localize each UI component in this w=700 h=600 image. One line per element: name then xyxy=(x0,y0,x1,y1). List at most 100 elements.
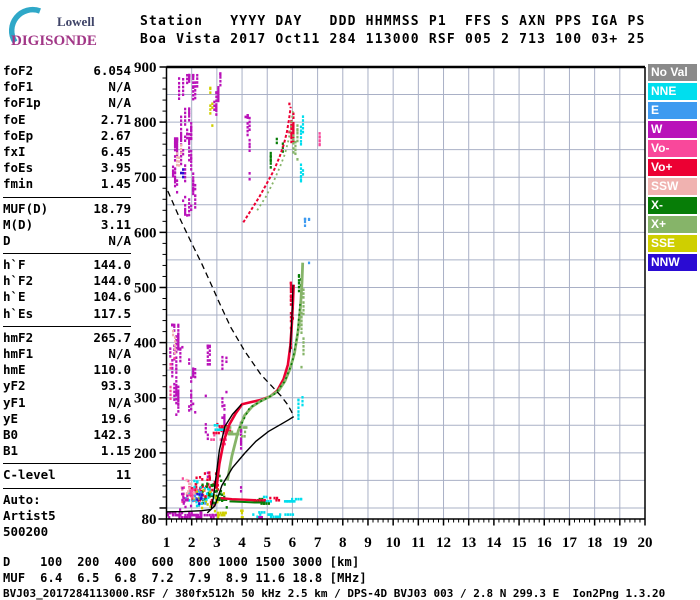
y-axis-label-600: 600 xyxy=(134,225,157,241)
param-row: foE 2.71 xyxy=(3,112,131,128)
param-row: D N/A xyxy=(3,233,131,249)
param-value: N/A xyxy=(108,232,131,248)
param-row: B1 1.15 xyxy=(3,443,131,459)
param-label: yF2 xyxy=(3,378,26,394)
param-value: 11 xyxy=(115,467,131,483)
param-label: yF1 xyxy=(3,394,26,410)
param-value: 3.95 xyxy=(100,160,131,176)
x-axis-label-1: 1 xyxy=(163,535,171,551)
header-line1: Station YYYY DAY DDD HHMMSS P1 FFS S AXN… xyxy=(140,14,646,29)
param-value: 144.0 xyxy=(93,257,131,273)
param-row: foEs 3.95 xyxy=(3,160,131,176)
param-label: C-level xyxy=(3,467,56,483)
legend-item-nnw: NNW xyxy=(648,254,697,271)
param-row: yF2 93.3 xyxy=(3,378,131,394)
param-row: hmE 110.0 xyxy=(3,362,131,378)
x-axis-label-20: 20 xyxy=(638,535,653,551)
param-row: foEp 2.67 xyxy=(3,128,131,144)
x-axis-label-3: 3 xyxy=(213,535,221,551)
param-row: Artist5 xyxy=(3,508,131,524)
param-label: hmE xyxy=(3,362,26,378)
param-row: B0 142.3 xyxy=(3,427,131,443)
param-row: h`F 144.0 xyxy=(3,257,131,273)
echo-scatter xyxy=(166,72,321,519)
param-label: fmin xyxy=(3,176,34,192)
param-value: 1.15 xyxy=(100,443,131,459)
param-row: yE 19.6 xyxy=(3,411,131,427)
legend-item-ssw: SSW xyxy=(648,178,697,195)
param-label: M(D) xyxy=(3,216,34,232)
param-label: B1 xyxy=(3,443,19,459)
series-second-hop-f-x xyxy=(256,110,294,211)
legend-item-w: W xyxy=(648,121,697,138)
param-row: hmF2 265.7 xyxy=(3,330,131,346)
param-section: C-level 11 xyxy=(3,463,131,485)
param-label: MUF(D) xyxy=(3,200,49,216)
legend-item-no-val: No Val xyxy=(648,64,697,81)
legend: No Val NNE E W Vo- Vo+ SSW X- X+ SSE NNW xyxy=(648,64,698,273)
param-label: B0 xyxy=(3,426,19,442)
param-value: 104.6 xyxy=(93,289,131,305)
param-row: h`Es 117.5 xyxy=(3,306,131,322)
param-value: N/A xyxy=(108,95,131,111)
param-value: 2.71 xyxy=(100,111,131,127)
legend-item-x-: X- xyxy=(648,197,697,214)
legend-item-vo-: Vo- xyxy=(648,140,697,157)
x-axis-label-8: 8 xyxy=(339,535,347,551)
x-axis-label-19: 19 xyxy=(612,535,627,551)
series-es-trace-x xyxy=(229,500,266,504)
x-axis-label-6: 6 xyxy=(289,535,297,551)
param-section: h`F 144.0 h`F2 144.0 h`E 104.6 h`Es 117.5 xyxy=(3,253,131,324)
x-axis-label-16: 16 xyxy=(537,535,553,551)
y-axis-label-80: 80 xyxy=(142,512,157,528)
x-axis-label-5: 5 xyxy=(263,535,271,551)
legend-item-vo+: Vo+ xyxy=(648,159,697,176)
param-row: h`F2 144.0 xyxy=(3,273,131,289)
legend-item-sse: SSE xyxy=(648,235,697,252)
x-axis-label-14: 14 xyxy=(486,535,502,551)
legend-item-x+: X+ xyxy=(648,216,697,233)
param-label: h`E xyxy=(3,289,26,305)
param-label: yE xyxy=(3,410,19,426)
y-axis-label-500: 500 xyxy=(134,280,157,296)
param-label: h`F2 xyxy=(3,273,34,289)
y-axis-label-200: 200 xyxy=(134,446,157,462)
x-axis-label-15: 15 xyxy=(512,535,527,551)
param-label: foF2 xyxy=(3,63,34,78)
param-value: 117.5 xyxy=(93,305,131,321)
param-row: C-level 11 xyxy=(3,467,131,483)
param-value: 2.67 xyxy=(100,127,131,143)
x-axis-label-13: 13 xyxy=(461,535,476,551)
x-axis-label-10: 10 xyxy=(386,535,401,551)
footer-line: BVJ03_2017284113000.RSF / 380fx512h 50 k… xyxy=(3,587,666,600)
param-row: yF1 N/A xyxy=(3,395,131,411)
x-axis-label-12: 12 xyxy=(436,535,451,551)
param-label: h`Es xyxy=(3,305,34,321)
legend-item-nne: NNE xyxy=(648,83,697,100)
param-section: Auto: Artist5 500200 xyxy=(3,487,131,543)
x-axis-label-17: 17 xyxy=(562,535,578,551)
param-label: hmF1 xyxy=(3,346,34,361)
series-es-trace-o xyxy=(220,496,256,502)
param-value: 110.0 xyxy=(93,362,131,378)
x-axis-label-18: 18 xyxy=(587,535,602,551)
param-value: 144.0 xyxy=(93,273,131,289)
param-label: foF1 xyxy=(3,79,34,95)
logo-line1: Lowell xyxy=(57,14,95,29)
x-axis-label-7: 7 xyxy=(314,535,322,551)
y-axis-label-900: 900 xyxy=(134,60,157,76)
param-row: foF1p N/A xyxy=(3,95,131,111)
param-value: 3.11 xyxy=(100,216,131,232)
x-axis-label-4: 4 xyxy=(238,535,246,551)
y-axis-label-700: 700 xyxy=(134,170,157,186)
series-fitted-f-cusp xyxy=(210,403,243,509)
param-row: fxI 6.45 xyxy=(3,144,131,160)
param-label: fxI xyxy=(3,143,26,159)
grid xyxy=(166,67,645,519)
param-row: MUF(D) 18.79 xyxy=(3,201,131,217)
param-section: foF2 6.054 foF1 N/A foF1p N/A foE 2.71 foEp 2.67 f… xyxy=(3,62,131,195)
param-label: foEs xyxy=(3,160,34,176)
series-fitted-f2-asymptote xyxy=(289,284,294,353)
